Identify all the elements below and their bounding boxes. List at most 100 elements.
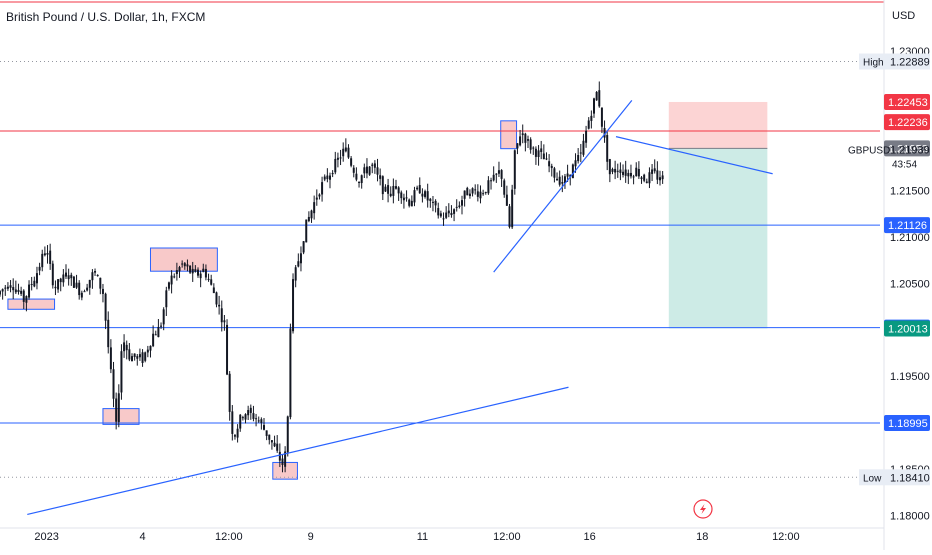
candle-body <box>416 187 419 190</box>
candle-body <box>342 148 345 157</box>
candle-body <box>495 173 498 175</box>
candle-body <box>310 210 313 219</box>
x-tick-label: 12:00 <box>215 531 243 543</box>
candles <box>0 81 664 473</box>
candle-body <box>78 282 81 296</box>
candle-body <box>521 133 524 136</box>
candle-body <box>550 165 553 169</box>
candle-body <box>0 291 1 295</box>
candle-body <box>38 266 41 271</box>
highlight-box <box>102 408 140 425</box>
candle-body <box>632 176 635 178</box>
candle-body <box>548 161 551 167</box>
candle-body <box>149 345 152 351</box>
candle-body <box>587 120 590 129</box>
candle-body <box>67 275 70 280</box>
candle-body <box>75 282 78 288</box>
candle-body <box>22 290 25 302</box>
candle-body <box>508 206 511 228</box>
high-label-price: 1.22889 <box>890 57 930 69</box>
high-low-dotted-lines <box>0 61 880 478</box>
candle-body <box>54 286 57 289</box>
candle-body <box>453 209 456 214</box>
candle-body <box>43 253 46 256</box>
position-price-label: 1.22453 <box>888 97 928 109</box>
candle-body <box>603 128 606 138</box>
candle-body <box>418 185 421 194</box>
candle-body <box>616 170 619 172</box>
candle-body <box>574 160 577 167</box>
candle-body <box>49 250 52 264</box>
candle-body <box>402 197 405 201</box>
candle-body <box>410 200 413 207</box>
candle-body <box>215 292 218 305</box>
candle-body <box>59 278 62 283</box>
candle-body <box>28 284 31 298</box>
candle-body <box>450 212 453 216</box>
x-tick-label: 11 <box>417 531 428 543</box>
candle-body <box>138 354 141 358</box>
candle-body <box>302 241 305 253</box>
candle-body <box>241 417 244 419</box>
candle-body <box>231 411 234 434</box>
candle-body <box>455 206 458 208</box>
candle-body <box>14 289 17 293</box>
candle-body <box>387 185 390 194</box>
highlight-box <box>500 120 518 150</box>
current-price-label: 1.21939 <box>890 145 930 157</box>
candle-body <box>4 287 7 289</box>
candle-body <box>104 293 107 321</box>
candle-body <box>160 325 163 327</box>
x-tick-label: 12:00 <box>772 531 800 543</box>
candle-body <box>479 191 482 199</box>
chart-title: British Pound / U.S. Dollar, 1h, FXCM <box>6 10 205 24</box>
lightning-icon[interactable] <box>693 499 713 519</box>
candle-body <box>86 287 89 291</box>
candle-body <box>482 193 485 195</box>
candle-body <box>210 279 213 285</box>
candle-body <box>566 173 569 177</box>
candle-body <box>204 268 207 278</box>
candle-body <box>146 349 149 353</box>
candle-body <box>384 186 387 192</box>
candle-body <box>542 153 545 160</box>
candle-body <box>466 187 469 196</box>
candle-body <box>577 154 580 162</box>
candle-body <box>513 150 516 189</box>
candle-body <box>299 253 302 264</box>
position-price-label: 1.20013 <box>888 323 928 335</box>
candle-body <box>99 277 102 289</box>
candle-body <box>582 140 585 155</box>
candle-body <box>228 373 231 412</box>
currency-label: USD <box>892 10 915 22</box>
candle-body <box>112 369 115 399</box>
candle-body <box>178 267 181 272</box>
candle-body <box>183 263 186 267</box>
candle-body <box>268 434 271 440</box>
trendline <box>27 386 569 516</box>
candle-body <box>17 289 20 293</box>
candle-body <box>614 168 617 173</box>
x-tick-label: 4 <box>139 531 145 543</box>
candle-body <box>389 193 392 197</box>
candle-body <box>265 430 268 436</box>
high-label-bg <box>859 53 930 70</box>
candle-body <box>561 182 564 184</box>
x-tick-label: 2023 <box>34 531 58 543</box>
candle-body <box>461 200 463 206</box>
candle-body <box>569 174 572 177</box>
candle-body <box>360 175 363 184</box>
candle-body <box>218 304 221 307</box>
candle-body <box>500 170 503 179</box>
candle-body <box>537 150 540 158</box>
candle-body <box>355 173 358 180</box>
candle-body <box>600 107 603 127</box>
candle-body <box>395 186 397 189</box>
candle-body <box>154 334 157 336</box>
candle-body <box>439 213 442 217</box>
candle-body <box>627 172 630 177</box>
candle-body <box>107 319 110 348</box>
